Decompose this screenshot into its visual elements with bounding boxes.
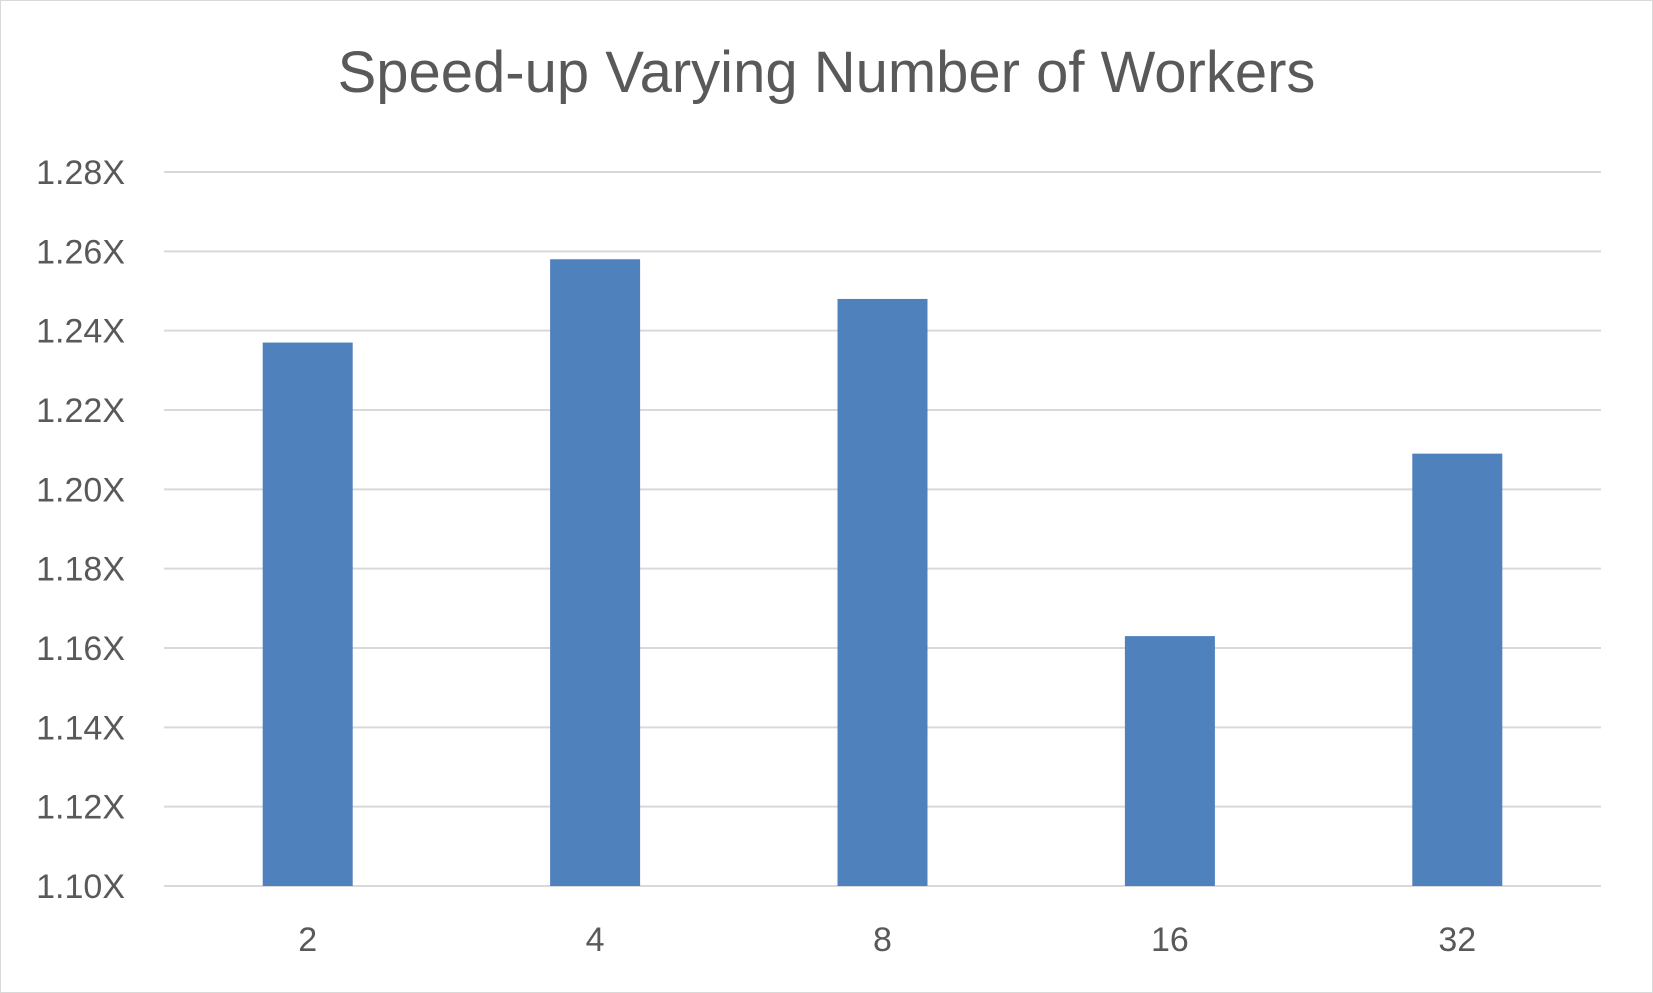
y-tick-label: 1.12X (36, 789, 125, 827)
x-tick-label: 4 (586, 921, 605, 959)
x-tick-label: 16 (1151, 921, 1189, 959)
y-tick-label: 1.10X (36, 868, 125, 906)
y-tick-label: 1.26X (36, 233, 125, 271)
y-tick-label: 1.24X (36, 313, 125, 351)
y-tick-label: 1.14X (36, 709, 125, 747)
bar-16 (1124, 636, 1215, 886)
chart-title: Speed-up Varying Number of Workers (337, 40, 1316, 105)
x-axis-tick-labels: 2 4 8 16 32 (298, 921, 1476, 959)
y-tick-label: 1.20X (36, 471, 125, 509)
bar-32 (1412, 453, 1503, 886)
y-axis-tick-labels: 1.10X 1.12X 1.14X 1.16X 1.18X 1.20X 1.22X 1.24X… (36, 154, 125, 906)
bars (262, 259, 1503, 887)
bar-8 (837, 298, 928, 886)
bar-2 (262, 342, 353, 887)
y-tick-label: 1.28X (36, 154, 125, 192)
y-tick-label: 1.18X (36, 551, 125, 589)
y-tick-label: 1.16X (36, 630, 125, 668)
x-tick-label: 2 (298, 921, 317, 959)
y-tick-label: 1.22X (36, 392, 125, 430)
bar-4 (550, 259, 641, 886)
x-tick-label: 8 (873, 921, 892, 959)
x-tick-label: 32 (1438, 921, 1476, 959)
